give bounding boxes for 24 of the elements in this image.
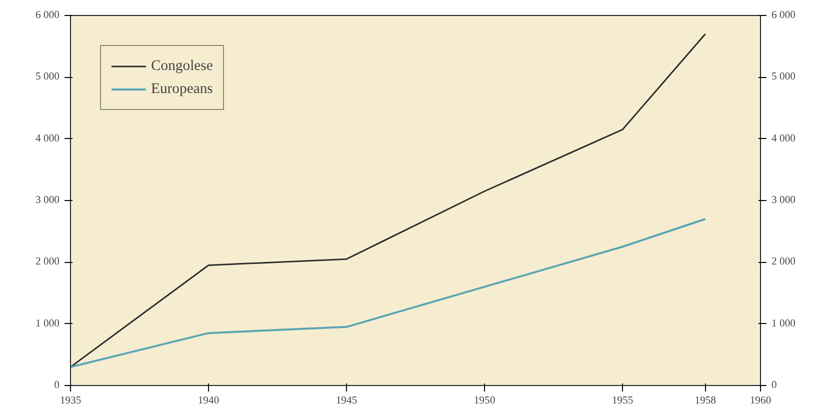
- y-tick-label: 4 000: [36, 133, 60, 144]
- y-tick-label: 3 000: [36, 195, 60, 206]
- x-tick-label: 1945: [336, 396, 358, 406]
- x-tick-label: 1940: [198, 396, 220, 406]
- y-tick-label: 1 000: [36, 318, 60, 330]
- y2-tick-label: 0: [772, 380, 777, 391]
- y-tick-label: 6 000: [36, 10, 60, 21]
- x-tick-label: 1950: [474, 396, 496, 406]
- y2-tick-label: 2 000: [772, 256, 796, 268]
- line-series: [70, 218, 706, 368]
- x-tick-label: 1958: [694, 396, 716, 406]
- y2-tick-label: 5 000: [772, 72, 796, 83]
- y2-tick-label: 6 000: [772, 10, 796, 21]
- x-tick-label: 1935: [60, 396, 82, 406]
- x-tick-label: 1955: [612, 396, 634, 406]
- y-tick-label: 0: [54, 380, 60, 391]
- legend-label: Congolese: [151, 58, 213, 74]
- y2-tick-label: 1 000: [772, 318, 796, 330]
- y-tick-label: 2 000: [36, 256, 60, 268]
- x-tick-label: 1960: [750, 396, 772, 406]
- y2-tick-label: 3 000: [772, 195, 796, 206]
- legend-label: Europeans: [151, 80, 213, 98]
- y2-tick-label: 4 000: [772, 133, 796, 144]
- y-tick-label: 5 000: [36, 72, 60, 83]
